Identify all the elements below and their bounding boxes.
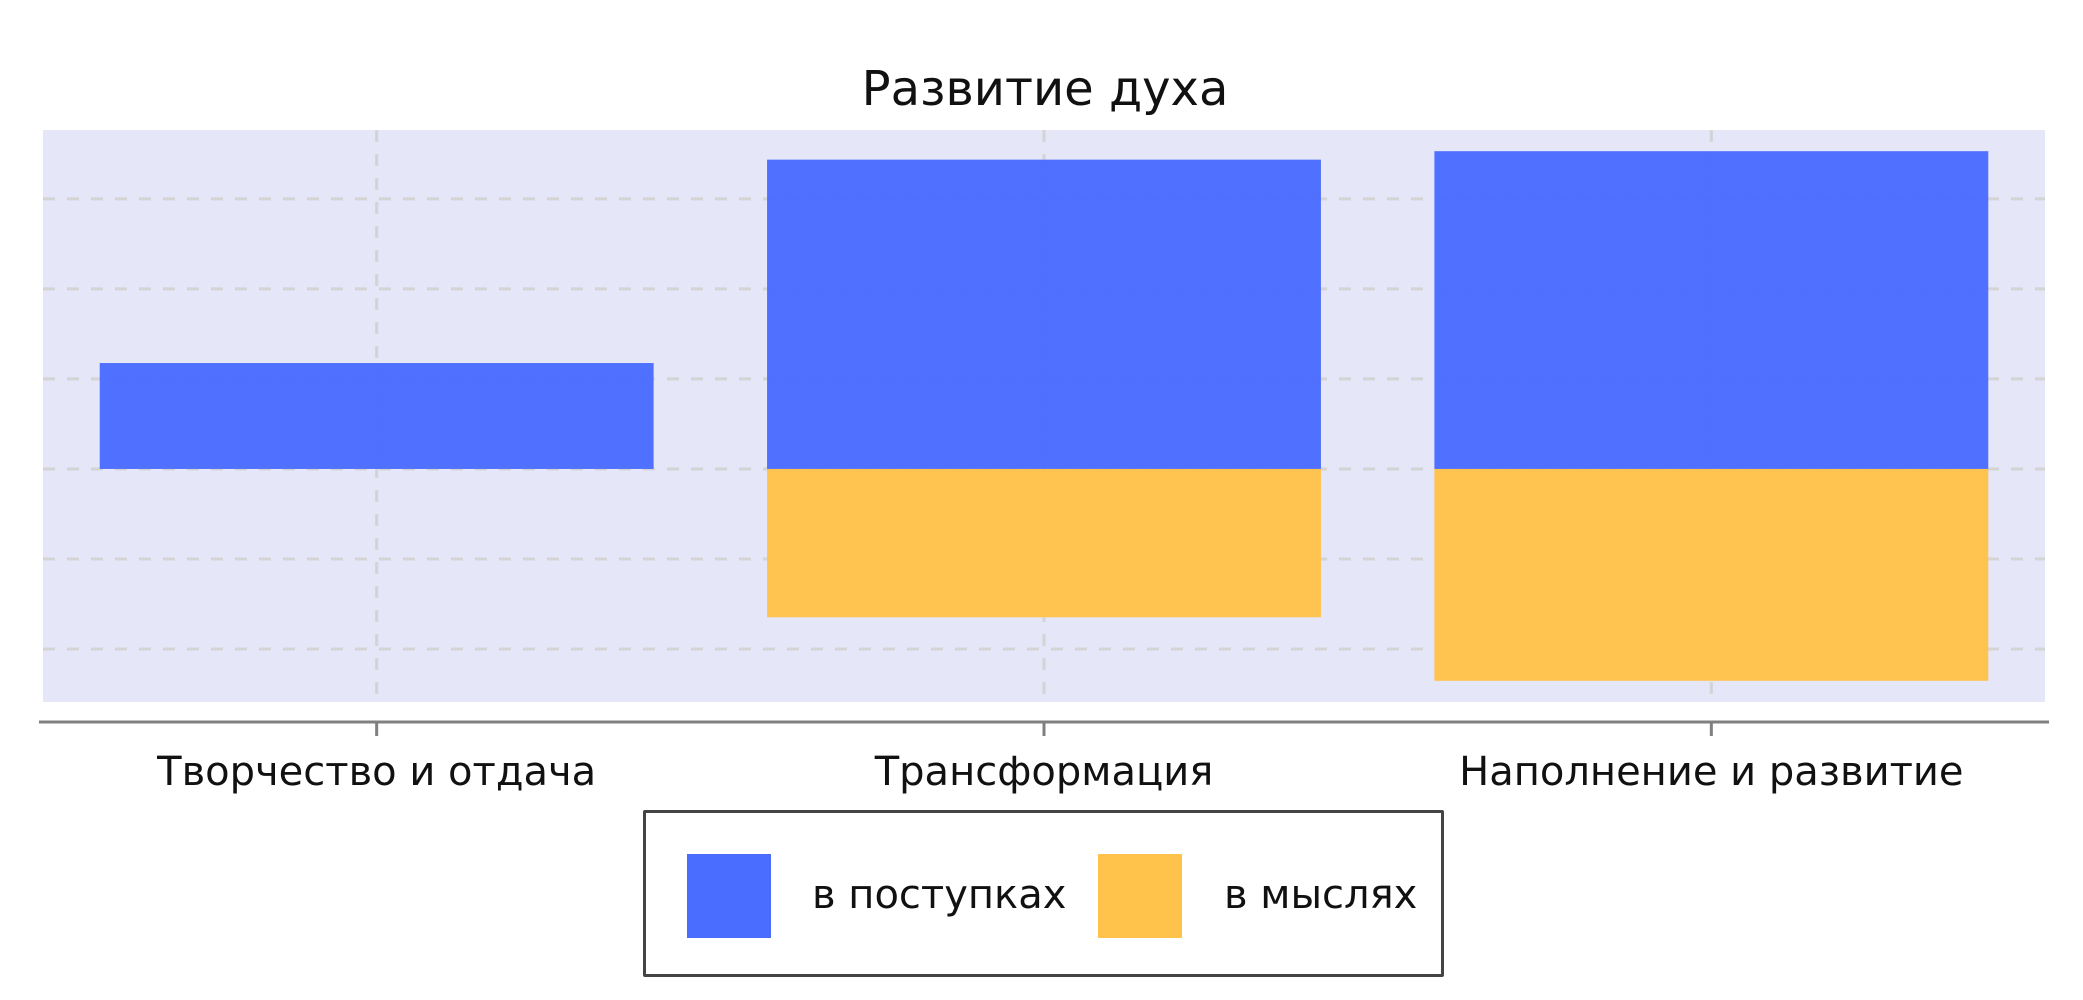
x-tick-label: Трансформация: [874, 749, 1214, 795]
legend-swatch-actions: [687, 854, 771, 938]
bar-thoughts-1: [767, 468, 1321, 618]
bar-actions-0: [99, 363, 654, 469]
legend-label-actions: в поступках: [812, 872, 1067, 918]
legend-label-thoughts: в мыслях: [1224, 872, 1418, 918]
bar-actions-2: [1434, 151, 1989, 469]
bar-actions-1: [767, 159, 1321, 469]
legend: в поступках в мыслях: [643, 810, 1444, 977]
x-tick-label: Творчество и отдача: [156, 749, 596, 795]
chart-title: Развитие духа: [862, 61, 1229, 117]
bars: [99, 151, 1989, 681]
bar-thoughts-2: [1434, 468, 1989, 681]
x-tick-label: Наполнение и развитие: [1459, 749, 1963, 795]
x-axis-ticks: Творчество и отдача Трансформация Наполнен…: [156, 722, 1964, 795]
legend-swatch-thoughts: [1098, 854, 1182, 938]
